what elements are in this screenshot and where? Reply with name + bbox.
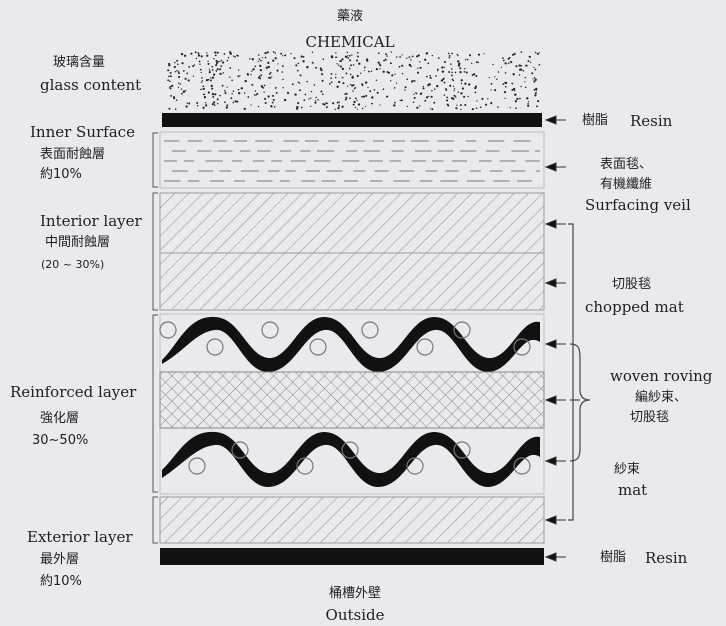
surfacing-veil-label-zh1: 表面毯、: [600, 157, 653, 172]
bottom-label-en: Outside: [325, 606, 385, 624]
resin-band-top: [162, 113, 542, 127]
chopped-mat-label-en: chopped mat: [585, 298, 684, 316]
inner-surface-label: Inner Surface: [30, 123, 135, 141]
exterior-layer-label: Exterior layer: [27, 528, 133, 546]
interior-layer-label: Interior layer: [40, 212, 142, 230]
surfacing-veil-label-zh2: 有機纖維: [600, 177, 653, 192]
chopped-mat-label-zh: 切股毯: [612, 277, 652, 292]
exterior-layer-percent: 約10%: [40, 574, 82, 589]
top-label-zh: 藥液: [336, 9, 363, 24]
exterior-chopped-mat-layer: [159, 496, 545, 544]
woven-roving-wave-upper: [162, 316, 540, 372]
surfacing-veil-layer: [159, 131, 545, 189]
woven-roving-wave-lower: [162, 431, 540, 487]
fiber-circles-upper: [159, 321, 531, 356]
inner-surface-percent: 約10%: [40, 167, 82, 182]
resin-top-label-zh: 樹脂: [582, 113, 609, 128]
exterior-layer-label-zh: 最外層: [40, 552, 80, 567]
glass-content-label-en: glass content: [40, 76, 142, 94]
interior-chopped-mat-layer-1: [159, 192, 545, 254]
surfacing-veil-label-en: Surfacing veil: [585, 196, 691, 214]
interior-chopped-mat-layer-2: [159, 252, 545, 311]
woven-roving-label-zh1: 編紗束、: [635, 390, 688, 405]
woven-roving-crosshatch: [159, 371, 545, 429]
glass-content-label-zh: 玻璃含量: [53, 55, 106, 70]
reinforced-layer-percent: 30~50%: [32, 433, 89, 448]
glass-dots: [167, 51, 541, 111]
bottom-label-zh: 桶槽外壁: [328, 586, 381, 601]
resin-top-label-en: Resin: [630, 112, 673, 130]
mat-label-en: mat: [618, 481, 648, 499]
fiber-circles-lower: [188, 441, 531, 475]
right-arrows: [544, 115, 566, 562]
left-brackets: [152, 132, 158, 544]
woven-roving-label-zh2: 切股毯: [630, 410, 670, 425]
reinforced-layer-label: Reinforced layer: [10, 383, 137, 401]
reinforced-layer-label-zh: 強化層: [40, 411, 80, 426]
mat-label-zh: 紗束: [614, 462, 641, 477]
interior-layer-percent: (20 ~ 30%): [41, 258, 105, 271]
top-label-en: CHEMICAL: [305, 33, 395, 51]
resin-bottom-label-zh: 樹脂: [600, 550, 627, 565]
woven-roving-label-en: woven roving: [610, 367, 713, 385]
resin-band-bottom: [160, 548, 544, 565]
right-brackets: [568, 223, 591, 521]
interior-layer-label-zh: 中間耐蝕層: [45, 235, 111, 250]
inner-surface-label-zh: 表面耐蝕層: [40, 147, 106, 162]
veil-dashes: [164, 140, 540, 182]
resin-bottom-label-en: Resin: [645, 549, 688, 567]
